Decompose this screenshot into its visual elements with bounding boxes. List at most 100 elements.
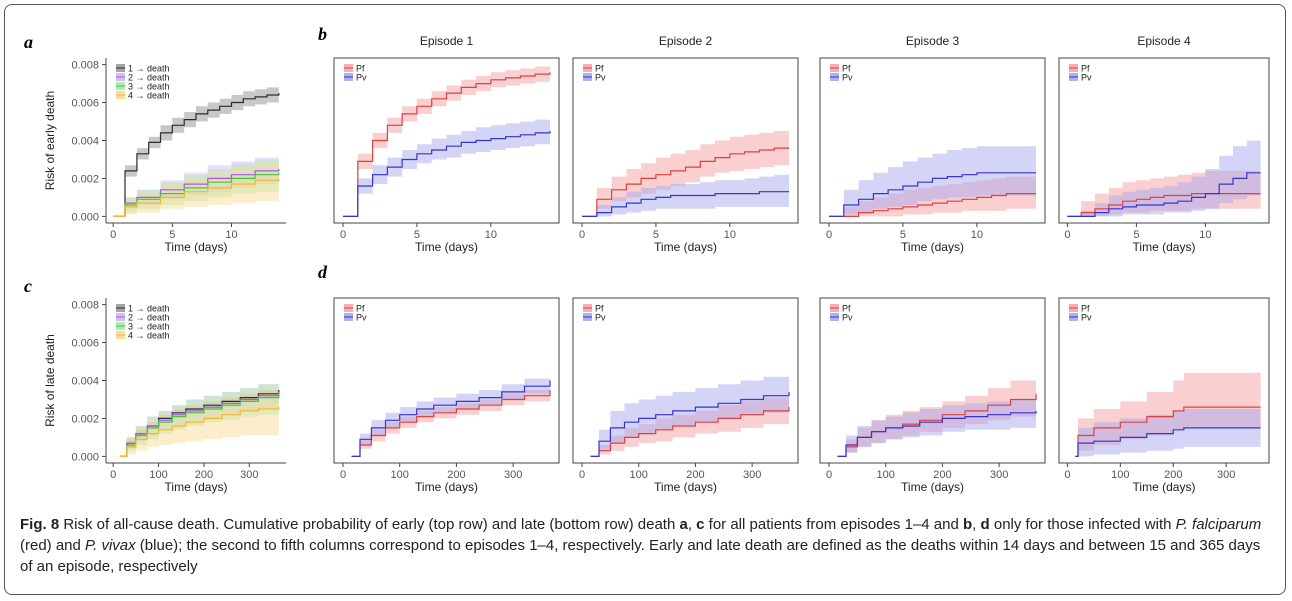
- x-tick-label-d3-2: 200: [933, 469, 951, 481]
- x-tick-label-a-1: 5: [169, 229, 175, 241]
- series-line-b1-1: [343, 131, 551, 217]
- series-line-d4-0: [1075, 406, 1261, 457]
- x-tick-label-c-3: 300: [240, 469, 258, 481]
- x-tick-label-b2-2: 10: [724, 229, 736, 241]
- plot-area-a: [113, 85, 280, 217]
- ci-band-c-2: [120, 380, 279, 457]
- chart-panel-c: 0 100 200 300 Time (days) 0.000 0.002 0.004 0.00…: [24, 276, 286, 494]
- series-line-a-0: [113, 93, 280, 217]
- caption-title: Risk of all-cause death. Cumulative prob…: [59, 516, 680, 533]
- x-axis-label-d3: Time (days): [901, 480, 964, 494]
- figure-caption: Fig. 8 Risk of all-cause death. Cumulati…: [20, 514, 1275, 577]
- ci-band-a-1: [113, 155, 279, 217]
- y-axis-label-a: Risk of early death: [43, 91, 57, 190]
- panel-box-d2: [572, 297, 799, 464]
- ci-band-a-2: [113, 157, 279, 217]
- x-tick-label-b4-0: 0: [1064, 229, 1070, 241]
- y-tick-label-a-3: 0.006: [71, 98, 99, 110]
- x-tick-label-b1-0: 0: [340, 229, 346, 241]
- x-tick-label-d2-2: 200: [686, 469, 704, 481]
- x-axis-label-b4: Time (days): [1133, 240, 1196, 254]
- series-line-d4-1: [1075, 427, 1261, 457]
- x-tick-label-d4-0: 0: [1064, 469, 1070, 481]
- episode-title-b3: Episode 3: [906, 34, 960, 48]
- x-tick-label-d2-1: 100: [630, 469, 648, 481]
- legend-label-a-0: 1 → death: [128, 64, 170, 74]
- panel-letter-d1: d: [318, 262, 328, 282]
- plot-area-d2: [590, 372, 790, 457]
- plot-area-d1: [351, 372, 551, 457]
- panel-box-b3: [819, 57, 1046, 224]
- x-axis-label-b3: Time (days): [901, 240, 964, 254]
- legend-label-a-2: 3 → death: [128, 82, 170, 92]
- legend-label-a-1: 2 → death: [128, 73, 170, 83]
- x-tick-label-d1-3: 300: [504, 469, 522, 481]
- series-line-d2-1: [590, 391, 790, 457]
- series-line-b2-0: [582, 147, 789, 217]
- panel-box-d4: [1058, 297, 1270, 464]
- x-tick-label-d1-2: 200: [447, 469, 465, 481]
- plot-area-b1: [343, 64, 551, 217]
- ci-band-d2-1: [590, 372, 789, 457]
- ci-band-b1-1: [343, 117, 550, 217]
- y-tick-label-c-3: 0.006: [71, 338, 99, 350]
- legend-label-d1-1: Pv: [356, 313, 367, 323]
- ci-band-d1-1: [351, 372, 550, 457]
- legend-label-c-1: 2 → death: [128, 313, 170, 323]
- x-tick-label-b1-2: 10: [485, 229, 497, 241]
- plot-area-d4: [1075, 372, 1261, 457]
- x-axis-label-b2: Time (days): [654, 240, 717, 254]
- y-tick-label-c-4: 0.008: [71, 300, 99, 312]
- panel-box-d3: [819, 297, 1046, 464]
- series-line-a-1: [113, 169, 280, 217]
- caption-label-a: a: [679, 516, 688, 533]
- ci-band-a-0: [113, 85, 279, 217]
- legend-label-b3-0: Pf: [842, 64, 851, 74]
- panel-box-b1: [333, 57, 560, 224]
- caption-species-pv: P. vivax: [85, 537, 136, 554]
- caption-sep-1: ,: [687, 516, 697, 533]
- ci-band-c-3: [120, 386, 279, 457]
- plot-area-b4: [1067, 140, 1261, 217]
- legend-label-b2-0: Pf: [595, 64, 604, 74]
- x-tick-label-d2-0: 0: [579, 469, 585, 481]
- y-tick-label-c-2: 0.004: [71, 376, 99, 388]
- y-tick-label-a-1: 0.002: [71, 173, 99, 185]
- ci-band-c-1: [120, 380, 279, 457]
- x-tick-label-b3-0: 0: [826, 229, 832, 241]
- y-tick-label-c-1: 0.002: [71, 413, 99, 425]
- series-line-d1-1: [351, 380, 551, 457]
- caption-fig-label: Fig. 8: [20, 516, 60, 533]
- ci-band-b4-1: [1067, 140, 1261, 217]
- panel-letter-c: c: [24, 276, 32, 296]
- episode-title-b2: Episode 2: [659, 34, 713, 48]
- legend-label-b4-1: Pv: [1081, 73, 1092, 83]
- caption-label-d: d: [980, 516, 990, 533]
- caption-species-pf: P. falciparum: [1175, 516, 1262, 533]
- y-tick-label-a-2: 0.004: [71, 136, 99, 148]
- legend-label-d3-0: Pf: [842, 304, 851, 314]
- series-line-a-3: [113, 178, 280, 217]
- x-tick-label-b3-1: 5: [900, 229, 906, 241]
- x-axis-label-a: Time (days): [165, 240, 228, 254]
- legend-label-c-2: 3 → death: [128, 322, 170, 332]
- episode-title-b1: Episode 1: [420, 34, 474, 48]
- x-axis-label-b1: Time (days): [415, 240, 478, 254]
- legend-label-b1-0: Pf: [356, 64, 365, 74]
- x-tick-label-b2-0: 0: [579, 229, 585, 241]
- x-tick-label-d4-2: 200: [1164, 469, 1182, 481]
- plot-area-c: [120, 380, 280, 457]
- panel-box-b2: [572, 57, 799, 224]
